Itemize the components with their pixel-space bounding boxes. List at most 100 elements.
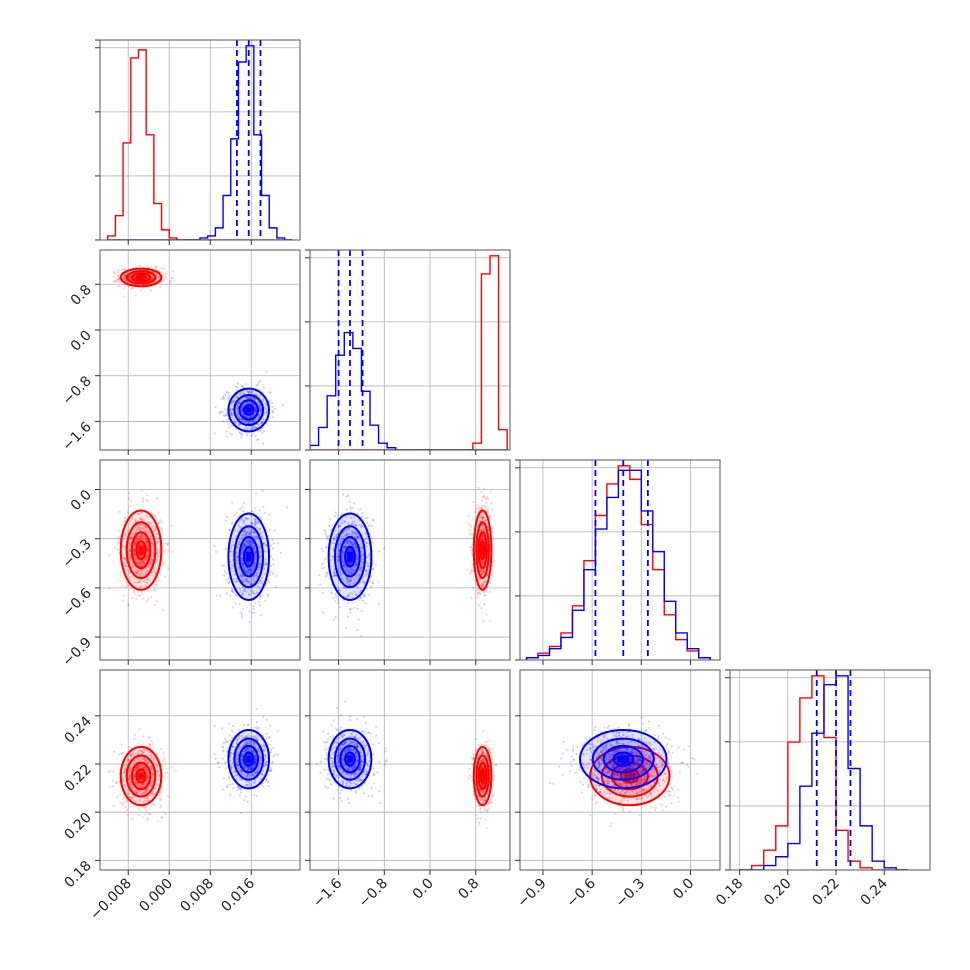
sample-point <box>257 566 260 569</box>
sample-point <box>235 555 238 558</box>
sample-point <box>247 539 250 542</box>
sample-point <box>129 536 132 539</box>
sample-point <box>147 550 150 553</box>
sample-point <box>145 557 149 560</box>
sample-point <box>238 587 241 590</box>
sample-point <box>231 416 234 419</box>
sample-point <box>342 561 346 564</box>
sample-point <box>121 780 124 783</box>
sample-point <box>155 557 158 561</box>
sample-point <box>252 576 255 579</box>
sample-point <box>150 775 154 778</box>
sample-point <box>149 521 152 525</box>
sample-point <box>469 529 472 532</box>
sample-point <box>349 541 352 544</box>
sample-point <box>228 432 232 435</box>
sample-point <box>230 563 233 567</box>
density-peak-series-0 <box>138 772 144 780</box>
sample-point <box>139 517 142 520</box>
sample-point <box>268 573 272 577</box>
sample-point <box>125 585 128 588</box>
sample-point <box>245 415 248 419</box>
sample-point <box>140 792 143 795</box>
sample-point <box>248 567 251 571</box>
sample-point <box>338 540 341 543</box>
sample-point <box>332 546 335 549</box>
sample-point <box>156 772 159 775</box>
sample-point <box>354 563 357 566</box>
sample-point <box>143 791 146 794</box>
sample-point <box>142 561 145 564</box>
sample-point <box>135 557 138 560</box>
sample-point <box>341 559 344 562</box>
sample-point <box>334 615 337 618</box>
sample-point <box>244 516 248 520</box>
sample-point <box>349 571 353 574</box>
sample-point <box>132 547 135 550</box>
sample-point <box>236 408 240 411</box>
sample-point <box>481 559 485 563</box>
sample-point <box>263 567 266 570</box>
sample-point <box>466 568 469 571</box>
sample-point <box>135 766 138 769</box>
sample-point <box>230 522 234 525</box>
sample-point <box>252 530 255 534</box>
sample-point <box>138 728 141 731</box>
sample-point <box>247 426 250 429</box>
sample-point <box>354 576 357 579</box>
sample-point <box>240 574 243 577</box>
sample-point <box>336 532 340 535</box>
sample-point <box>363 580 366 584</box>
sample-point <box>344 587 348 590</box>
sample-point <box>337 601 340 604</box>
sample-point <box>370 574 373 577</box>
sample-point <box>250 582 253 586</box>
sample-point <box>143 558 147 561</box>
sample-point <box>469 572 472 575</box>
sample-point <box>242 392 245 395</box>
sample-point <box>130 755 133 758</box>
sample-point <box>491 509 494 512</box>
sample-point <box>149 289 152 292</box>
sample-point <box>483 603 486 606</box>
sample-point <box>245 518 248 521</box>
sample-point <box>228 529 231 532</box>
sample-point <box>123 295 126 298</box>
sample-point <box>141 765 144 768</box>
panel-frame <box>99 459 301 661</box>
sample-point <box>150 542 153 545</box>
sample-point <box>343 547 346 550</box>
sample-point <box>97 274 99 276</box>
sample-point <box>478 519 482 522</box>
sample-point <box>157 778 160 781</box>
sample-point <box>132 774 135 777</box>
sample-point <box>366 521 369 524</box>
sample-point <box>150 560 153 563</box>
sample-point <box>140 511 143 514</box>
sample-point <box>253 531 256 534</box>
sample-point <box>260 582 263 585</box>
sample-point <box>260 535 264 539</box>
sample-point <box>240 409 243 412</box>
sample-point <box>222 396 225 399</box>
sample-point <box>354 532 357 535</box>
sample-point <box>241 563 245 567</box>
sample-point <box>140 749 144 752</box>
sample-point <box>243 415 246 418</box>
sample-point <box>324 575 328 578</box>
sample-point <box>223 570 227 573</box>
panel-0-0 <box>95 39 301 245</box>
sample-point <box>111 779 114 782</box>
sample-point <box>247 530 250 533</box>
sample-point <box>156 548 159 551</box>
sample-point <box>264 543 267 547</box>
sample-point <box>134 789 137 792</box>
sample-point <box>248 422 251 425</box>
sample-point <box>240 433 243 436</box>
sample-point <box>136 526 140 529</box>
sample-point <box>156 770 159 773</box>
sample-point <box>245 395 248 399</box>
sample-point <box>131 566 135 569</box>
sample-point <box>343 520 347 523</box>
sample-point <box>337 559 340 563</box>
